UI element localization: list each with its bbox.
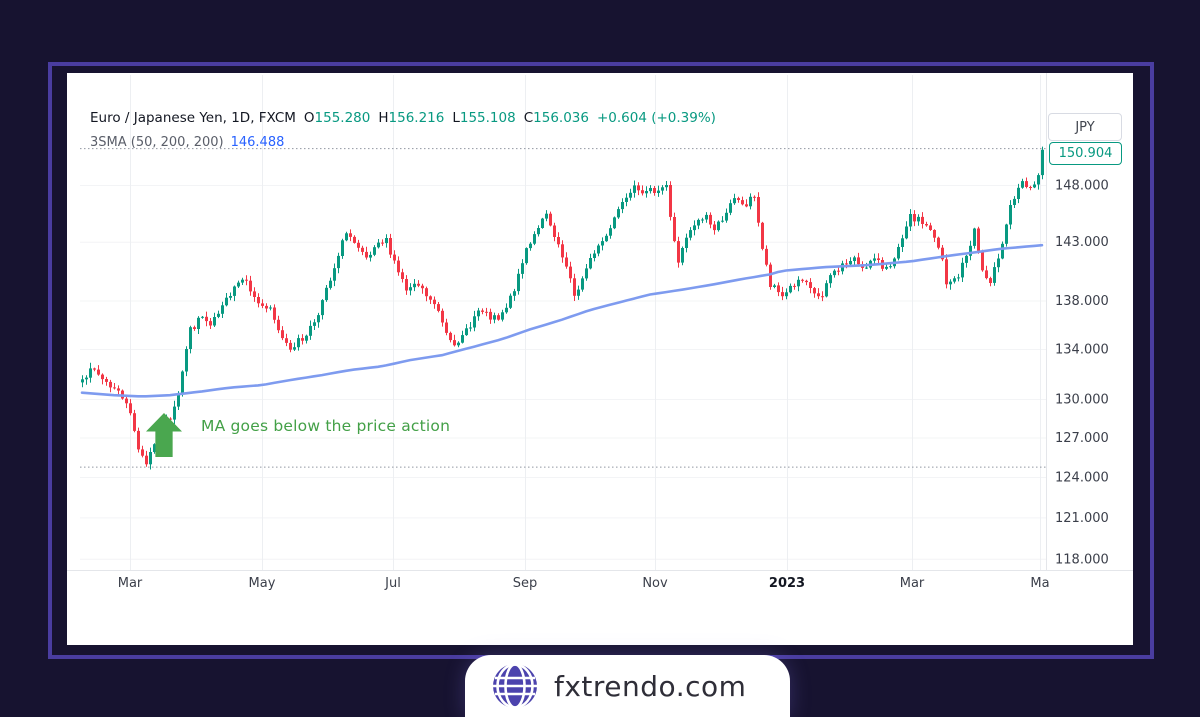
open-value: 155.280 [314,110,371,126]
x-axis-label[interactable]: Sep [513,576,538,591]
x-axis-label[interactable]: May [249,576,276,591]
last-price-badge: 150.904 [1049,142,1122,165]
y-axis-label[interactable]: 138.000 [1055,294,1109,309]
low-label: L [452,110,460,126]
chart-panel: 148.000 143.000 138.000 134.000 130.000 127.0… [67,73,1133,645]
indicator-legend: 3SMA (50, 200, 200) 146.488 [90,135,284,150]
change-value: +0.604 (+0.39%) [596,110,716,126]
x-axis-label[interactable]: 2023 [769,576,805,591]
up-arrow-icon [146,413,182,457]
indicator-value: 146.488 [230,135,285,150]
annotation: MA goes below the price action [146,413,450,457]
candlestick-chart[interactable]: 148.000 143.000 138.000 134.000 130.000 127.0… [67,73,1133,645]
close-value: 156.036 [533,110,589,126]
y-axis-label[interactable]: 118.000 [1055,552,1109,567]
currency-button[interactable]: JPY [1048,113,1122,141]
globe-icon [493,663,537,709]
annotation-text: MA goes below the price action [201,417,451,435]
y-axis-label[interactable]: 148.000 [1055,179,1109,194]
y-axis-label[interactable]: 124.000 [1055,470,1109,485]
close-label: C [523,110,534,126]
ma-line [80,243,1044,398]
y-axis-label[interactable]: 143.000 [1055,235,1109,250]
indicator-label: 3SMA (50, 200, 200) [90,135,224,150]
watermark[interactable]: fxtrendo.com [465,655,790,717]
symbol-legend: Euro / Japanese Yen, 1D, FXCM O155.280 H15… [90,110,716,126]
x-axis-label[interactable]: Nov [642,576,668,591]
watermark-text: fxtrendo.com [554,669,747,703]
high-label: H [378,110,389,126]
symbol-title: Euro / Japanese Yen, 1D, FXCM [90,110,296,126]
chart-frame-border: 148.000 143.000 138.000 134.000 130.000 127.0… [48,62,1154,659]
x-axis-label[interactable]: Ma [1030,576,1049,591]
x-axis-label[interactable]: Mar [900,576,925,591]
x-axis-label[interactable]: Mar [118,576,143,591]
y-axis-label[interactable]: 121.000 [1055,511,1109,526]
y-axis-label[interactable]: 134.000 [1055,342,1109,357]
x-axis-label[interactable]: Jul [384,576,401,591]
open-label: O [303,110,315,126]
y-axis-label[interactable]: 130.000 [1055,393,1109,408]
high-value: 156.216 [388,110,445,126]
y-axis-label[interactable]: 127.000 [1055,431,1109,446]
low-value: 155.108 [459,110,516,126]
